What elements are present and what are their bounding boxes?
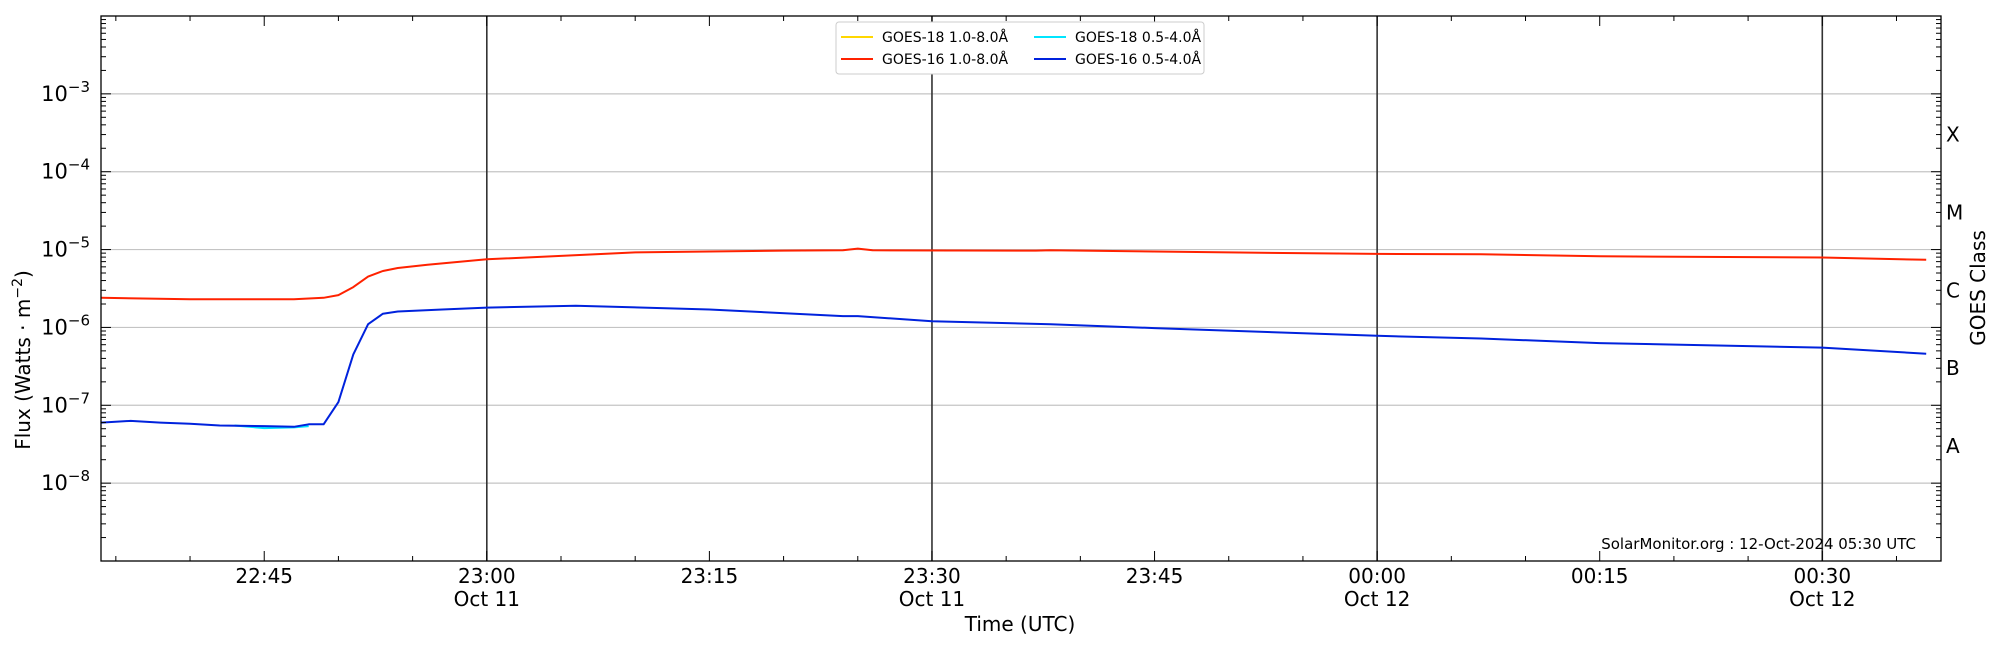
x-tick-date-label: Oct 12 xyxy=(1344,587,1410,611)
goes-class-label: B xyxy=(1946,356,1960,380)
x-tick-date-label: Oct 11 xyxy=(899,587,965,611)
x-tick-label: 23:45 xyxy=(1126,564,1184,588)
tick-layer xyxy=(101,16,1941,562)
x-tick-date-label: Oct 11 xyxy=(454,587,520,611)
x-tick-label: 23:30 xyxy=(903,564,961,588)
x-tick-label: 23:00 xyxy=(458,564,516,588)
y-tick-label: 10−5 xyxy=(41,234,90,262)
series-line xyxy=(100,247,1927,301)
x-tick-label: 00:15 xyxy=(1571,564,1629,588)
goes-class-label: A xyxy=(1946,434,1960,458)
x-tick-label: 22:45 xyxy=(235,564,293,588)
series-layer xyxy=(100,247,1927,430)
y-tick-label: 10−3 xyxy=(41,78,90,106)
goes-class-labels: A B C M X xyxy=(1946,123,1963,458)
legend: GOES-18 1.0-8.0Å GOES-16 1.0-8.0Å GOES-1… xyxy=(835,21,1205,75)
legend-box xyxy=(835,21,1205,75)
series-line xyxy=(100,304,1927,428)
legend-label-goes16-short: GOES-16 0.5-4.0Å xyxy=(1075,51,1201,68)
y-axis-title: Flux (Watts · m−2) xyxy=(10,270,35,450)
date-marker-lines xyxy=(486,16,1824,561)
credit-text: SolarMonitor.org : 12-Oct-2024 05:30 UTC xyxy=(1601,535,1916,553)
legend-label-goes16-long: GOES-16 1.0-8.0Å xyxy=(882,51,1008,68)
y-tick-labels: 10−3 10−4 10−5 10−6 10−7 10−8 xyxy=(41,78,90,495)
x-tick-date-label: Oct 12 xyxy=(1789,587,1855,611)
x-tick-label: 23:15 xyxy=(681,564,739,588)
goes-class-label: C xyxy=(1946,278,1960,302)
legend-label-goes18-long: GOES-18 1.0-8.0Å xyxy=(882,29,1008,46)
grid-layer xyxy=(101,93,1941,484)
x-tick-label: 00:00 xyxy=(1348,564,1406,588)
y-tick-label: 10−7 xyxy=(41,389,90,417)
y-tick-label: 10−8 xyxy=(41,467,90,495)
goes-class-label: X xyxy=(1946,123,1960,147)
legend-label-goes18-short: GOES-18 0.5-4.0Å xyxy=(1075,29,1201,46)
x-tick-label: 00:30 xyxy=(1793,564,1851,588)
x-axis-title: Time (UTC) xyxy=(964,612,1076,636)
y-tick-label: 10−4 xyxy=(41,156,90,184)
right-axis-title: GOES Class xyxy=(1966,230,1990,346)
goes-class-label: M xyxy=(1946,200,1963,224)
y-tick-label: 10−6 xyxy=(41,311,90,339)
plot-frame xyxy=(100,15,1942,562)
